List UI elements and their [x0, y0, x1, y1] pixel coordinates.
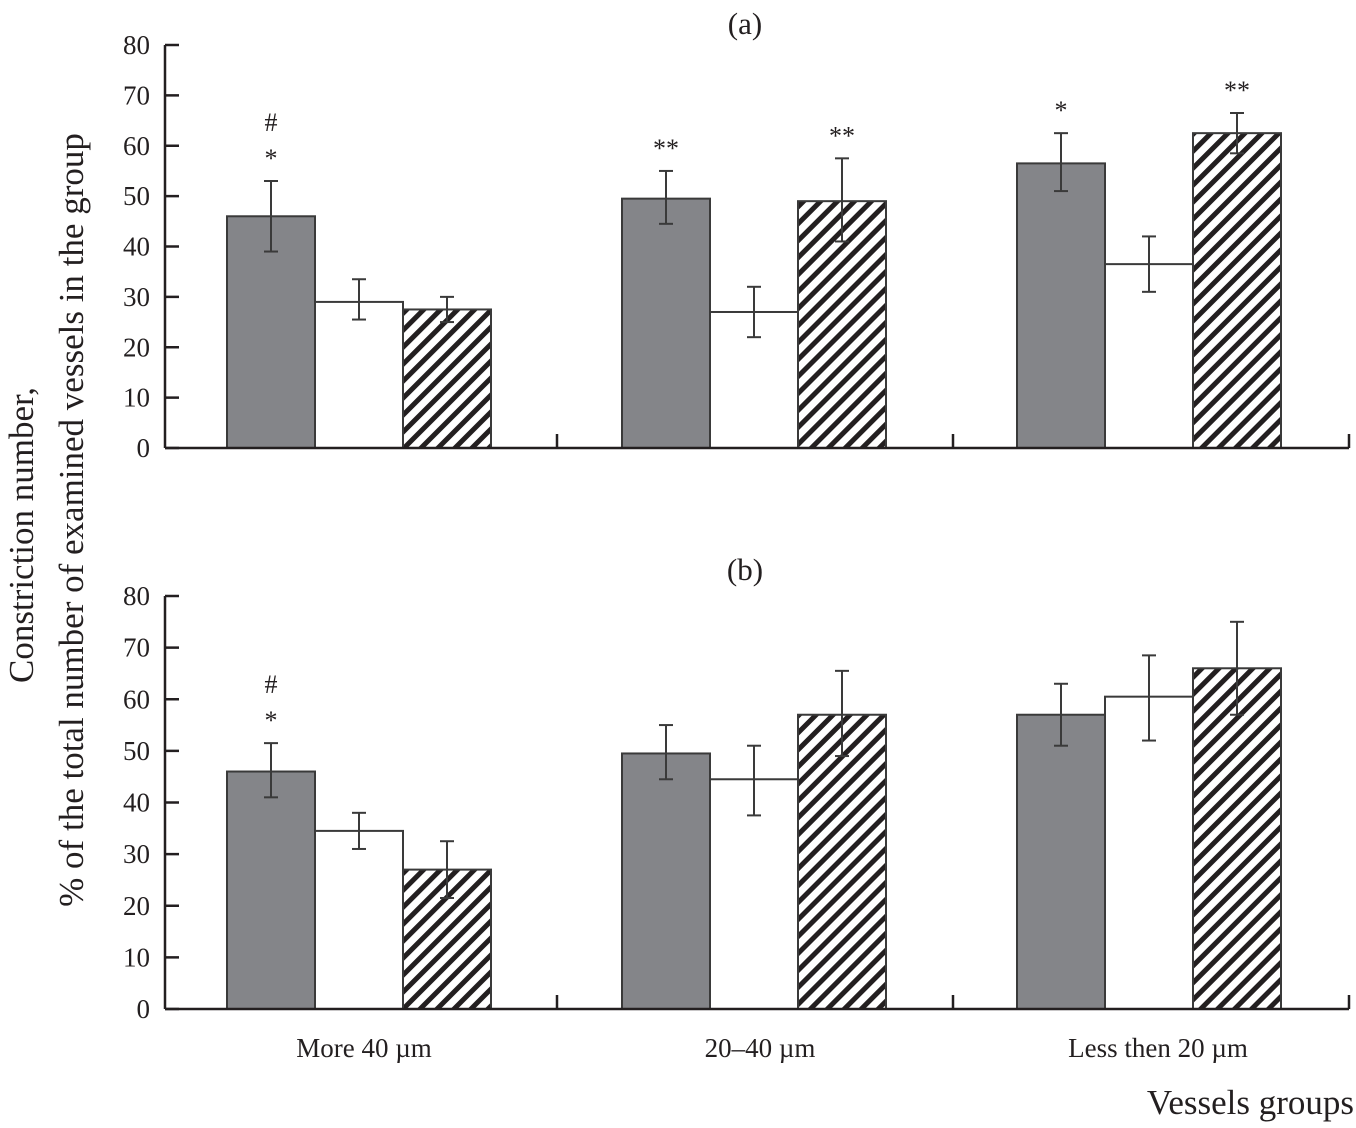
y-tick-label: 10: [123, 383, 150, 413]
error-bar-white-0: [352, 811, 366, 850]
bar-hatched-0: [402, 308, 492, 449]
y-tick-label: 10: [123, 942, 150, 972]
bar-hatched-2: [1192, 667, 1282, 1011]
error-bar-white-2: [1142, 235, 1156, 293]
bar-gray-2: [1016, 713, 1106, 1010]
bar-hatched-2: [1192, 132, 1282, 449]
significance-asterisk: **: [653, 134, 679, 163]
bar-gray-0: [226, 215, 316, 449]
bar-white-2: [1104, 695, 1194, 1010]
error-bar-gray-1: [659, 169, 673, 225]
y-tick-label: 60: [123, 131, 150, 161]
bar-gray-0: [226, 770, 316, 1011]
y-tick-label: 0: [137, 433, 151, 463]
error-bar-white-1: [747, 744, 761, 817]
y-tick-label: 60: [123, 684, 150, 714]
y-tick-label: 30: [123, 839, 150, 869]
error-bar-hatched-2: [1230, 112, 1244, 155]
panel-a-title: (a): [728, 6, 762, 41]
significance-asterisk: *: [265, 706, 278, 735]
bar-white-0: [314, 829, 404, 1010]
significance-asterisk: *: [265, 144, 278, 173]
y-tick-label: 70: [123, 80, 150, 110]
error-bar-hatched-1: [835, 669, 849, 758]
bar-gray-2: [1016, 162, 1106, 449]
significance-hash: #: [265, 108, 278, 137]
error-bar-white-0: [352, 278, 366, 321]
significance-asterisk: **: [1224, 76, 1250, 105]
y-tick-label: 70: [123, 633, 150, 663]
y-axis-title-line-1: Constriction number,: [2, 387, 41, 683]
error-bar-hatched-0: [440, 840, 454, 900]
y-tick-label: 80: [123, 581, 150, 611]
x-category-label-0: More 40 µm: [296, 1033, 432, 1063]
error-bar-hatched-2: [1230, 620, 1244, 716]
y-tick-label: 20: [123, 891, 150, 921]
bar-gray-1: [621, 197, 711, 449]
x-axis-title: Vessels groups: [1147, 1083, 1354, 1122]
significance-asterisk: *: [1055, 96, 1068, 125]
error-bar-gray-2: [1054, 682, 1068, 747]
error-bar-white-1: [747, 285, 761, 339]
bar-gray-1: [621, 752, 711, 1010]
y-axis-title-line-2: % of the total number of examined vessel…: [52, 133, 91, 907]
y-tick-label: 40: [123, 788, 150, 818]
y-tick-label: 50: [123, 736, 150, 766]
x-category-label-2: Less then 20 µm: [1068, 1033, 1248, 1063]
panel-b-title: (b): [727, 552, 763, 587]
error-bar-gray-1: [659, 724, 673, 781]
y-tick-label: 80: [123, 30, 150, 60]
error-bar-white-2: [1142, 654, 1156, 742]
y-tick-label: 0: [137, 994, 151, 1024]
significance-hash: #: [265, 670, 278, 699]
error-bar-hatched-1: [835, 157, 849, 243]
y-tick-label: 30: [123, 282, 150, 312]
x-category-label-1: 20–40 µm: [705, 1033, 816, 1063]
y-tick-label: 40: [123, 232, 150, 262]
bar-hatched-1: [797, 713, 887, 1010]
significance-asterisk: **: [829, 121, 855, 150]
error-bar-gray-0: [264, 742, 278, 799]
error-bar-gray-0: [264, 180, 278, 253]
bar-white-0: [314, 300, 404, 449]
y-tick-label: 50: [123, 181, 150, 211]
error-bar-gray-2: [1054, 132, 1068, 193]
error-bar-hatched-0: [440, 295, 454, 324]
y-tick-label: 20: [123, 332, 150, 362]
panel-b: # * 0 10 20 30 40 50 60 70 80: [123, 581, 1351, 1024]
bar-white-1: [709, 778, 799, 1010]
